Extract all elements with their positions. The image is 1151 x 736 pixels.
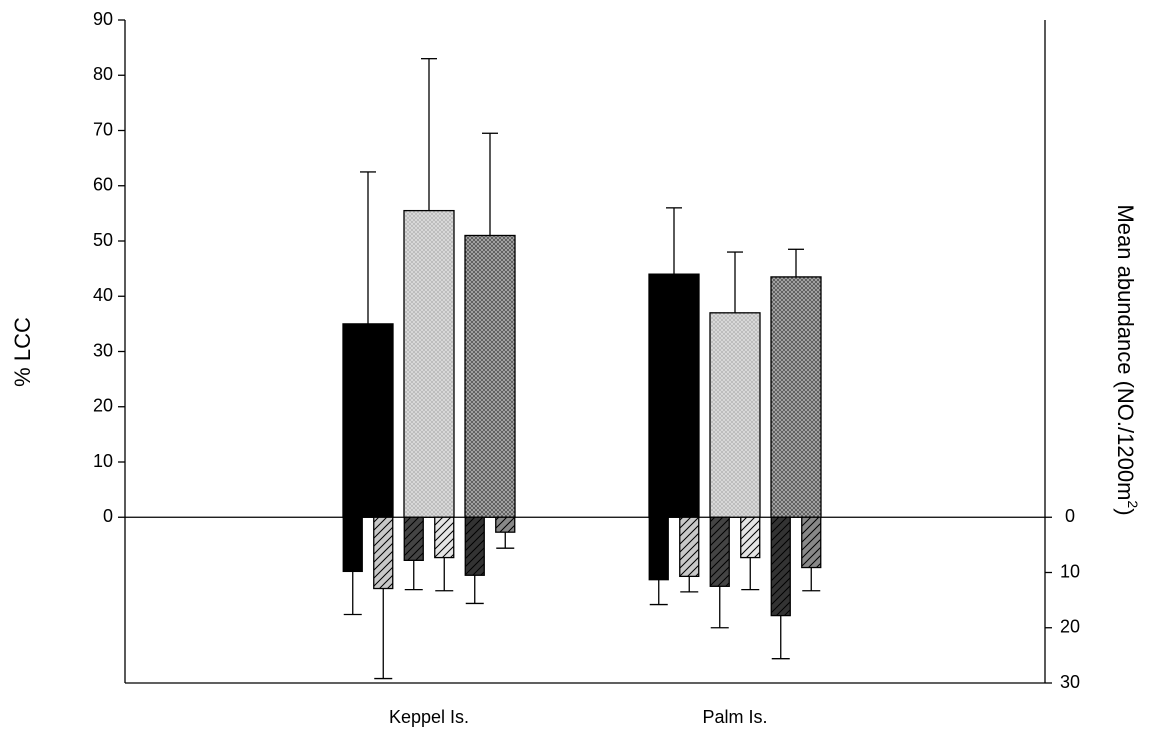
bar [770, 276, 822, 518]
bar [709, 312, 761, 518]
bar [679, 516, 700, 578]
y2-tick-label: 20 [1060, 617, 1080, 637]
y-tick-label: 90 [93, 9, 113, 29]
y-tick-label: 10 [93, 451, 113, 471]
y2-axis-title-main: Mean abundance (NO./1200m [1113, 204, 1138, 500]
y2-axis-title-end: ) [1113, 508, 1138, 515]
bar [801, 516, 822, 569]
y2-axis-title-sup: 2 [1125, 500, 1141, 508]
y-tick-label: 20 [93, 396, 113, 416]
bar [342, 516, 363, 573]
bar [464, 516, 485, 576]
x-tick-label: Palm Is. [702, 707, 767, 727]
bar [648, 273, 700, 518]
y2-tick-label: 10 [1060, 561, 1080, 581]
bar [495, 516, 516, 533]
bar [434, 516, 455, 559]
bar [342, 323, 394, 518]
bar [740, 516, 761, 559]
y-tick-label: 30 [93, 340, 113, 360]
x-tick-label: Keppel Is. [389, 707, 469, 727]
y-tick-label: 50 [93, 230, 113, 250]
bar [464, 234, 516, 518]
bar [770, 516, 791, 617]
bar [648, 516, 669, 581]
y-tick-label: 80 [93, 64, 113, 84]
y2-tick-label: 30 [1060, 672, 1080, 692]
y2-axis-title: Mean abundance (NO./1200m2) [1113, 204, 1141, 515]
y-tick-label: 60 [93, 175, 113, 195]
bar [403, 516, 424, 561]
y2-tick-label: 0 [1065, 506, 1075, 526]
bar [373, 516, 394, 590]
y-tick-label: 0 [103, 506, 113, 526]
bar [403, 209, 455, 518]
y-tick-label: 40 [93, 285, 113, 305]
bar [709, 516, 730, 587]
y-tick-label: 70 [93, 119, 113, 139]
y-axis-title: % LCC [10, 317, 35, 387]
